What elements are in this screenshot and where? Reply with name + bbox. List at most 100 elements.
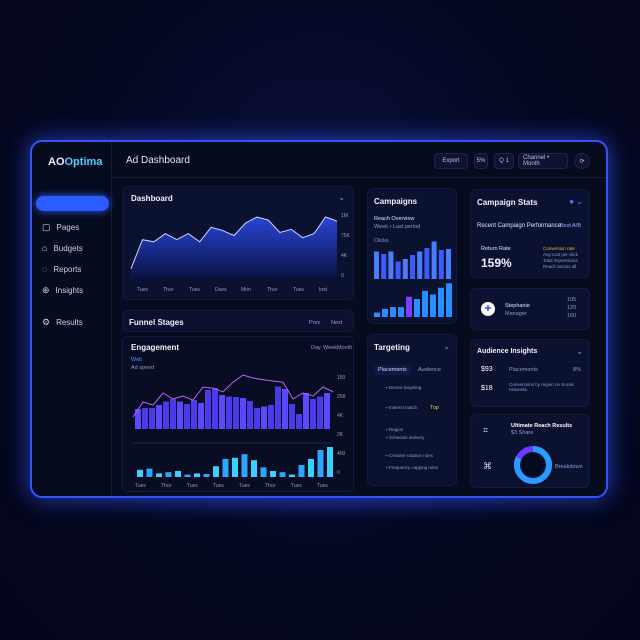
x-tick-label: Tues xyxy=(293,287,304,293)
campaign-bars xyxy=(374,241,452,317)
bar xyxy=(374,251,379,279)
sidebar-item-budgets[interactable]: ⌂ Budgets xyxy=(42,243,83,253)
x-tick-label: Thur xyxy=(161,483,172,489)
sidebar-item-results[interactable]: ⚙ Results xyxy=(42,317,83,327)
bar xyxy=(254,408,260,429)
bar xyxy=(317,396,323,429)
refresh-icon[interactable]: ⟳ xyxy=(574,153,590,169)
x-tick-label: Tues xyxy=(187,483,198,489)
targeting-item[interactable]: ▪ Region xyxy=(386,427,404,432)
bottom-bar xyxy=(279,472,286,477)
targeting-item[interactable]: ▪ Device targeting xyxy=(386,385,422,390)
bar xyxy=(414,299,420,317)
badge: Best A/B xyxy=(559,223,581,229)
bar xyxy=(240,398,246,429)
metric-label: Return Rate xyxy=(481,246,511,252)
chevron-down-icon[interactable]: ⌄ xyxy=(338,193,345,202)
legend-day[interactable]: Day xyxy=(311,345,321,351)
targeting-item[interactable]: ▪ Creative rotation rules xyxy=(386,453,433,458)
trend-line xyxy=(132,374,334,418)
sidebar-item-insights[interactable]: ⊕ Insights xyxy=(42,285,84,295)
card-title: Ultimate Reach Results xyxy=(511,423,573,429)
bar xyxy=(410,255,415,279)
audience-card: Audience Insights ⌄ $93 Placements 8% $1… xyxy=(470,339,590,407)
campaign-stats-card: Campaign Stats ● ⌄ Recent Campaign Perfo… xyxy=(470,189,590,278)
x-tick-label: Dues xyxy=(215,287,227,293)
bottom-bar xyxy=(241,454,248,477)
channel-filter[interactable]: Channel • Month xyxy=(518,153,568,169)
note: Conversion rate xyxy=(543,246,575,251)
chevron-down-icon[interactable]: ● ⌄ xyxy=(569,197,583,206)
export-button[interactable]: Export xyxy=(434,153,468,169)
bar xyxy=(282,389,288,429)
bottom-bar xyxy=(203,474,210,477)
x-tick-label: Tues xyxy=(137,287,148,293)
bottom-bar xyxy=(289,474,295,477)
dashboard-card: Dashboard ⌄ Tues Thur Tues Dues Mon Thur Tues I… xyxy=(122,186,354,300)
profile-role: Manager xyxy=(505,311,527,317)
legend-next: Next xyxy=(331,320,343,326)
page-icon: ▢ xyxy=(42,222,51,232)
tab-placements[interactable]: Placements xyxy=(374,365,411,375)
sidebar-item-reports[interactable]: ◌ Reports xyxy=(42,264,82,274)
bottom-bar xyxy=(260,467,267,477)
small-label: Clicks xyxy=(374,238,389,244)
bar xyxy=(438,250,444,279)
bar xyxy=(233,397,239,429)
bottom-bar xyxy=(146,468,153,477)
targeting-item[interactable]: ▪ Schedule delivery xyxy=(386,435,425,440)
bar xyxy=(395,261,401,279)
chevron-down-icon[interactable]: ⌄ xyxy=(576,347,583,356)
sub-text: Week • Last period xyxy=(374,224,421,230)
globe-icon: ⊕ xyxy=(42,285,50,295)
campaigns-card: Campaigns Reach Overview Week • Last per… xyxy=(367,188,457,324)
bar xyxy=(422,290,428,317)
card-title: Dashboard xyxy=(131,194,173,203)
page-title: Ad Dashboard xyxy=(126,155,190,166)
y-tick-label: 75K xyxy=(341,233,351,239)
app-window: AOOptima ▢ Pages ⌂ Budgets ◌ Reports ⊕ Insig… xyxy=(30,140,608,498)
bar xyxy=(424,248,430,279)
tab-audience[interactable]: Audience xyxy=(418,367,441,373)
row-id: $18 xyxy=(481,385,493,392)
reach-card: ⌗ Ultimate Reach Results $3 Share ⌘ Brea… xyxy=(470,414,590,488)
bar xyxy=(247,401,253,429)
x-tick-label: Tues xyxy=(291,483,302,489)
bar xyxy=(431,241,437,279)
area-fill xyxy=(131,217,337,279)
bar xyxy=(430,294,436,317)
bottom-bar xyxy=(222,459,229,477)
sidebar-item-pages[interactable]: ▢ Pages xyxy=(42,222,80,232)
sidebar: AOOptima ▢ Pages ⌂ Budgets ◌ Reports ⊕ Insig… xyxy=(32,142,112,496)
stat: 105 xyxy=(567,297,577,303)
bar xyxy=(184,404,190,429)
bar xyxy=(438,287,444,317)
quarter-button[interactable]: Q 1 xyxy=(494,153,514,169)
area-line xyxy=(130,216,338,269)
y-tick-label: 0 xyxy=(341,273,344,279)
bar xyxy=(374,312,380,317)
bar xyxy=(205,390,211,429)
bottom-bar xyxy=(298,465,305,477)
y-tick-label: 0 xyxy=(337,470,340,476)
metric-value: 159% xyxy=(481,256,512,270)
percent-button[interactable]: 5% xyxy=(474,153,488,169)
donut-label: Breakdown xyxy=(555,464,583,470)
targeting-item[interactable]: ▪ Frequency capping rules xyxy=(386,465,439,470)
row-id: $93 xyxy=(481,366,493,373)
bottom-bar xyxy=(194,473,200,477)
targeting-item[interactable]: ▪ Interest match xyxy=(386,405,418,410)
avatar: ✚ xyxy=(481,302,495,316)
legend-prev: Prev xyxy=(309,320,321,326)
chevron-down-icon[interactable]: ⌄ xyxy=(443,342,450,351)
bottom-bar xyxy=(137,469,143,477)
x-tick-label: Thur xyxy=(265,483,276,489)
x-tick-label: Tues xyxy=(239,483,250,489)
sub-label: Ad spend xyxy=(131,365,155,371)
bar xyxy=(446,249,451,279)
legend-month[interactable]: Month xyxy=(337,345,353,351)
sidebar-active-button[interactable] xyxy=(36,196,109,211)
row-value: 8% xyxy=(573,367,581,373)
bar xyxy=(268,405,274,429)
legend-week[interactable]: Week xyxy=(323,345,337,351)
